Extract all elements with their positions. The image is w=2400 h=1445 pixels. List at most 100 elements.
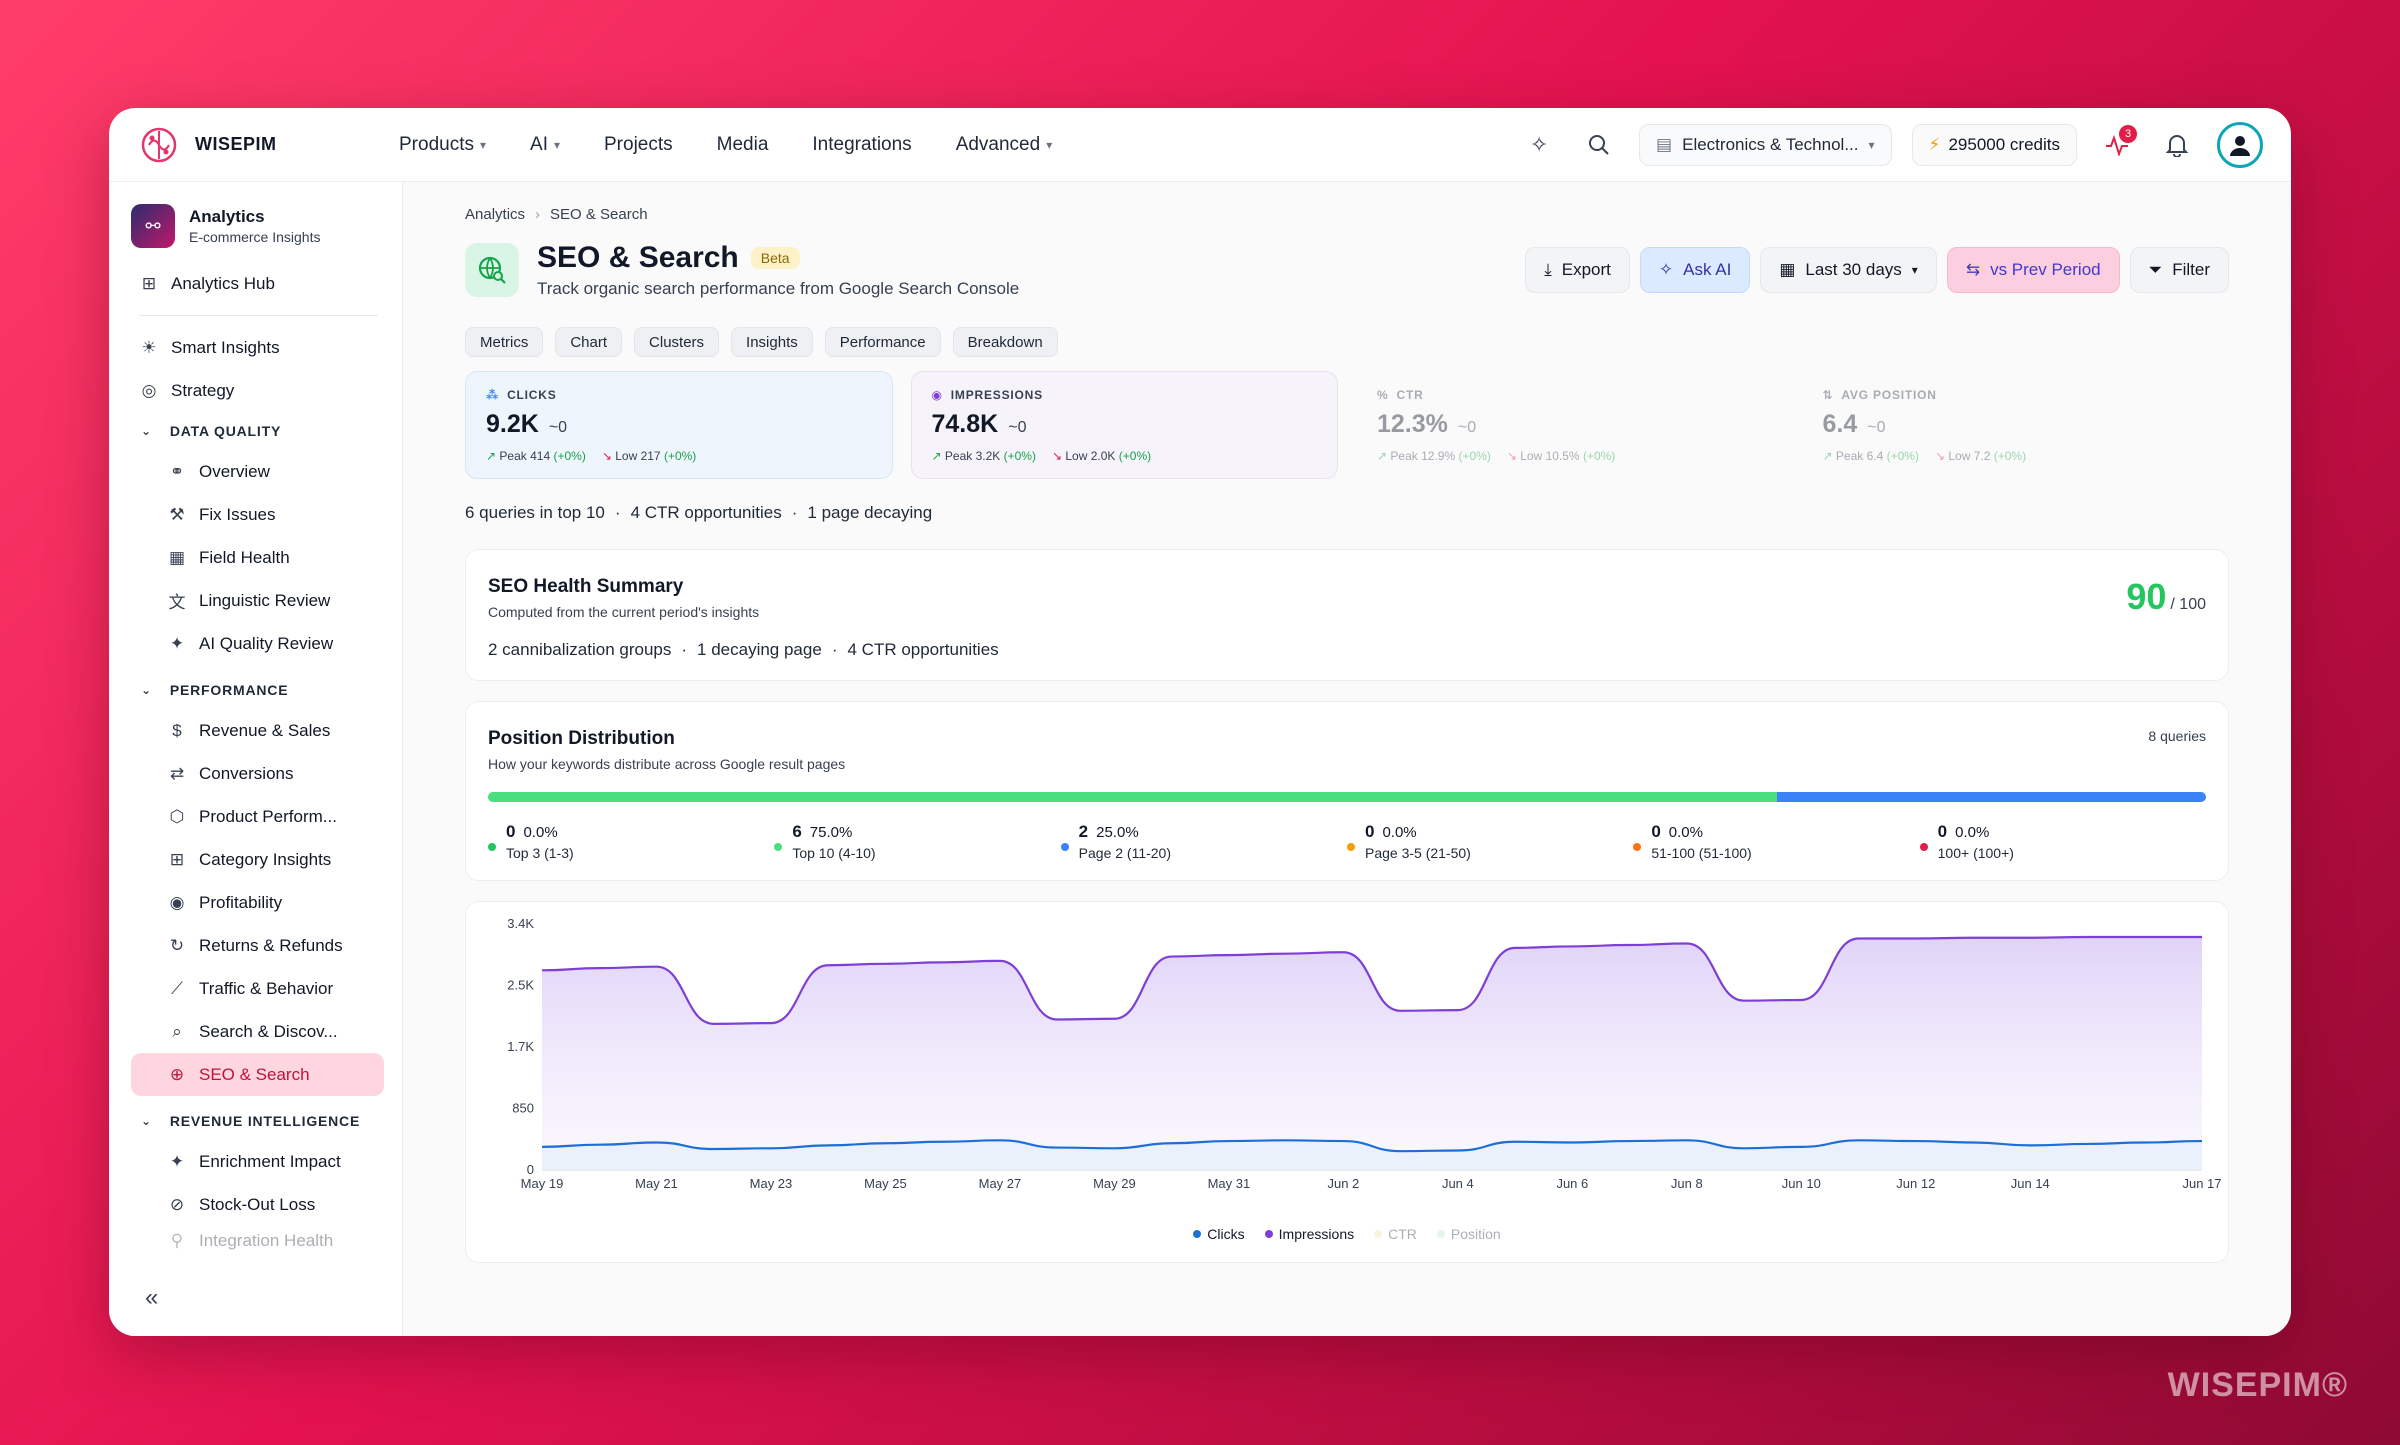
ask-ai-button[interactable]: ✧ Ask AI [1639,247,1751,293]
legend-impressions[interactable]: Impressions [1264,1226,1354,1242]
sidebar-item-stock-out-loss[interactable]: ⊘ Stock-Out Loss [131,1183,384,1226]
credits-button[interactable]: ⚡ 295000 credits [1911,123,2077,166]
metric-low-change: (+0%) [663,449,697,463]
nav-ai[interactable]: AI ▾ [530,134,560,156]
distribution-buckets: 0 0.0% Top 3 (1-3) 6 75.0% Top 10 (4-10) 2 25… [488,822,2206,861]
y-tick-label: 1.7K [507,1039,534,1054]
metric-value: 12.3% [1377,410,1448,438]
sidebar-item-fix-issues[interactable]: ⚒ Fix Issues [131,493,384,536]
metric-card-avg-position[interactable]: ⇅ AVG POSITION 6.4 ~0 ↗ Peak 6.4 (+0%) ↘ L… [1801,371,2229,479]
sidebar-item-enrichment-impact[interactable]: ✦ Enrichment Impact [131,1140,384,1183]
notifications-button[interactable] [2157,125,2197,165]
section-revenue-intelligence[interactable]: ⌄ REVENUE INTELLIGENCE [131,1102,384,1140]
divider [139,315,378,316]
score-total: / 100 [2170,596,2206,613]
brand[interactable]: WISEPIM [137,123,397,167]
export-button[interactable]: ⤓ Export [1525,247,1630,293]
clicks-line[interactable] [541,1139,2203,1153]
user-avatar[interactable] [2217,121,2263,168]
legend-position[interactable]: Position [1436,1226,1501,1242]
filter-button[interactable]: ⏷ Filter [2129,247,2229,293]
sidebar-item-conversions[interactable]: ⇄ Conversions [131,752,384,795]
sidebar-item-label: Conversions [199,763,294,783]
app-title: Analytics [189,207,265,226]
nav-integrations[interactable]: Integrations [812,134,911,156]
trend-down-icon: ↘ [1506,449,1517,463]
sidebar-item-linguistic-review[interactable]: 文 Linguistic Review [131,579,384,622]
nav-label: Integrations [812,133,912,155]
tab-performance[interactable]: Performance [824,327,941,357]
nav-advanced[interactable]: Advanced ▾ [956,134,1053,156]
tab-chart[interactable]: Chart [555,327,623,357]
date-range-select[interactable]: ▦ Last 30 days ▾ [1760,247,1937,293]
metric-low-change: (+0%) [1582,449,1616,463]
store-name: Electronics & Technol... [1682,134,1859,154]
tab-insights[interactable]: Insights [731,327,813,357]
metric-peak-change: (+0%) [1003,449,1036,463]
x-tick-label: May 31 [1208,1176,1251,1191]
metric-card-impressions[interactable]: ◉ IMPRESSIONS 74.8K ~0 ↗ Peak 3.2K (+0%) ↘… [910,371,1338,479]
sidebar-item-ai-quality-review[interactable]: ✦ AI Quality Review [131,622,384,665]
breadcrumb-item[interactable]: Analytics [465,206,526,223]
box-off-icon: ⊘ [169,1194,185,1214]
trend-up-icon: ↗ [1377,449,1388,463]
sidebar-item-revenue-sales[interactable]: $ Revenue & Sales [131,709,384,752]
compare-toggle[interactable]: ⇆ vs Prev Period [1946,247,2120,293]
tab-metrics[interactable]: Metrics [465,327,544,357]
sidebar-item-category-insights[interactable]: ⊞ Category Insights [131,838,384,881]
sidebar-item-returns-refunds[interactable]: ↻ Returns & Refunds [131,924,384,967]
legend-label: Clicks [1207,1226,1245,1242]
impressions-line[interactable] [541,935,2202,1025]
app-switcher[interactable]: ⚯ Analytics E-commerce Insights [131,196,384,256]
trend-down-icon: ↘ [1934,449,1946,463]
nav-products[interactable]: Products ▾ [399,134,486,156]
legend-ctr[interactable]: CTR [1374,1226,1417,1242]
health-item: 2 cannibalization groups [488,640,672,659]
trend-up-icon: ↗ [486,449,497,463]
sidebar-item-field-health[interactable]: ▦ Field Health [131,536,384,579]
cursor-click-icon: ⁂ [486,388,500,402]
distribution-bar [488,792,2206,802]
summary-item: 6 queries in top 10 [465,503,605,522]
collapse-sidebar-button[interactable]: « [145,1284,158,1312]
nav-media[interactable]: Media [717,134,769,156]
section-performance[interactable]: ⌄ PERFORMANCE [131,671,384,709]
tab-clusters[interactable]: Clusters [634,327,720,357]
sidebar-item-analytics-hub[interactable]: ⊞ Analytics Hub [131,262,384,305]
sidebar-item-overview[interactable]: ⚭ Overview [131,450,384,493]
bucket-top10: 6 75.0% Top 10 (4-10) [774,822,1060,861]
nav-projects[interactable]: Projects [604,134,673,156]
sidebar-item-profitability[interactable]: ◉ Profitability [131,881,384,924]
sidebar-item-seo-search[interactable]: ⊕ SEO & Search [131,1053,384,1096]
sidebar-item-search-discovery[interactable]: ⌕ Search & Discov... [131,1010,384,1053]
bucket-label: Page 2 (11-20) [1078,845,1172,861]
sidebar-item-label: Fix Issues [199,504,276,524]
dollar-icon: $ [172,720,182,740]
chevron-down-icon: ⌄ [141,424,152,438]
metric-card-ctr[interactable]: % CTR 12.3% ~0 ↗ Peak 12.9% (+0%) ↘ Low 10… [1356,371,1784,479]
metric-card-clicks[interactable]: ⁂ CLICKS 9.2K ~0 ↗ Peak 414 (+0%) ↘ Low 21… [465,371,893,479]
user-icon [2230,135,2250,156]
translate-icon: 文 [168,593,186,612]
ai-sparkle-button[interactable]: ✧ [1519,125,1559,165]
metric-low-change: (+0%) [1118,449,1152,463]
tab-breakdown[interactable]: Breakdown [952,327,1058,357]
sidebar: ⚯ Analytics E-commerce Insights ⊞ Analyt… [109,182,403,1336]
sidebar-item-product-performance[interactable]: ⬡ Product Perform... [131,795,384,838]
bucket-dot [1060,842,1069,851]
separator: · [831,640,838,659]
section-data-quality[interactable]: ⌄ DATA QUALITY [131,412,384,450]
store-selector[interactable]: ▤ Electronics & Technol... ▾ [1639,123,1892,166]
card-title: SEO Health Summary [488,576,684,597]
sidebar-item-integration-health[interactable]: ⚲ Integration Health [131,1226,384,1256]
activity-button[interactable]: 3 [2097,124,2137,165]
sidebar-item-strategy[interactable]: ◎ Strategy [131,369,384,412]
metric-low: Low 7.2 [1948,449,1991,463]
bucket-count: 0 [1651,822,1661,841]
sidebar-item-traffic-behavior[interactable]: ⟋ Traffic & Behavior [131,967,384,1010]
section-title: PERFORMANCE [169,682,289,698]
legend-clicks[interactable]: Clicks [1193,1226,1245,1242]
search-button[interactable] [1579,125,1619,165]
sidebar-item-smart-insights[interactable]: ☀ Smart Insights [131,326,384,369]
